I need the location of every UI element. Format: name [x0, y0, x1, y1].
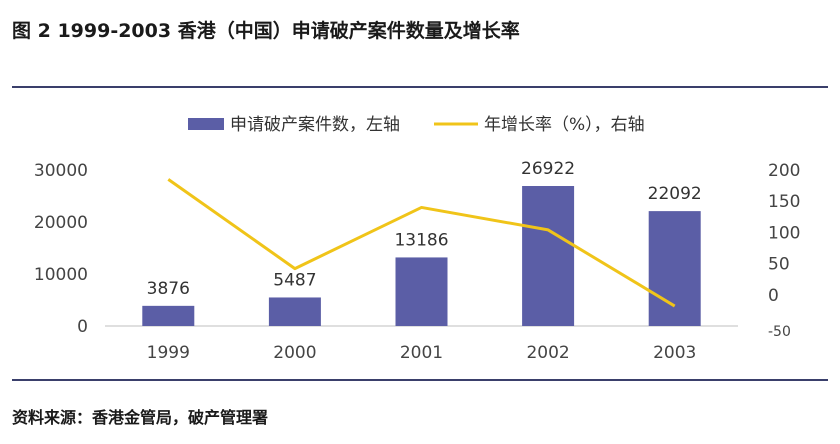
bar-data-label: 26922	[521, 159, 575, 179]
legend: 申请破产案件数，左轴 年增长率（%），右轴	[188, 115, 645, 135]
axes: 0 10000 20000 30000 -50 0 50 100 150 200 1999 2000 2…	[34, 161, 801, 363]
y-right-tick-label: 100	[768, 223, 800, 243]
y-right-tick-label: 50	[768, 255, 790, 275]
bar	[395, 257, 448, 326]
y-right-tick-label: 200	[768, 161, 800, 181]
bar-data-label: 5487	[273, 270, 316, 290]
bar	[522, 186, 575, 326]
bars	[142, 186, 701, 326]
x-tick-label: 2001	[400, 343, 443, 363]
y-left-tick-label: 30000	[34, 161, 88, 181]
bar	[268, 297, 321, 326]
bottom-divider	[12, 379, 828, 381]
y-left-tick-label: 0	[77, 317, 88, 337]
bar-data-label: 13186	[394, 230, 448, 250]
bar	[142, 305, 195, 326]
bar-data-label: 22092	[648, 184, 702, 204]
y-right-tick-label: 0	[768, 286, 779, 306]
x-tick-label: 1999	[147, 343, 190, 363]
growth-line	[167, 178, 676, 308]
legend-bar-swatch	[188, 118, 224, 130]
bar	[648, 211, 701, 326]
legend-line-label: 年增长率（%），右轴	[484, 115, 645, 135]
bar-data-label: 3876	[147, 279, 190, 299]
data-labels: 3876 5487 13186 26922 22092	[147, 159, 702, 299]
top-divider	[12, 86, 828, 88]
x-tick-label: 2002	[526, 343, 569, 363]
legend-bar-label: 申请破产案件数，左轴	[230, 115, 400, 135]
y-left-tick-label: 10000	[34, 265, 88, 285]
x-tick-label: 2003	[653, 343, 696, 363]
y-right-tick-label: -50	[768, 324, 791, 340]
chart-title: 图 2 1999-2003 香港（中国）申请破产案件数量及增长率	[12, 20, 520, 42]
chart: 申请破产案件数，左轴 年增长率（%），右轴 0100002000030000-50…	[34, 115, 801, 363]
y-left-tick-label: 20000	[34, 213, 88, 233]
x-tick-label: 2000	[273, 343, 316, 363]
y-right-tick-label: 150	[768, 192, 800, 212]
source-note: 资料来源：香港金管局，破产管理署	[12, 408, 269, 427]
